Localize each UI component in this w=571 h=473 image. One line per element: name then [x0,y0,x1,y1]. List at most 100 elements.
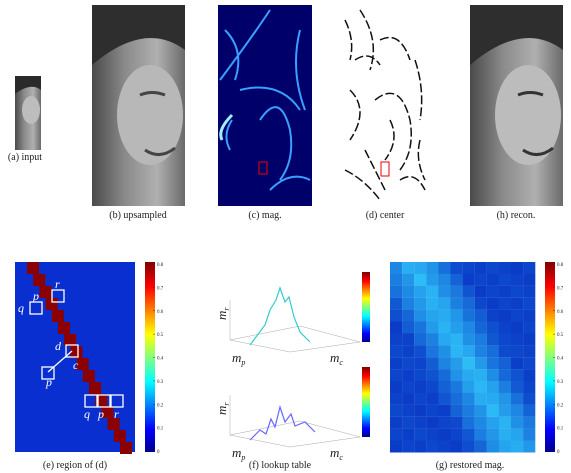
cell [475,429,487,441]
cell [402,286,414,298]
cell [426,298,438,310]
region-label: c [73,358,79,372]
cell [499,262,511,274]
cell [414,369,426,381]
colorbar [145,262,155,452]
tick-label: 0.7 [557,286,564,291]
edge-cell [114,430,126,442]
cell [390,262,402,274]
cell [499,286,511,298]
cell [499,345,511,357]
cell [451,286,463,298]
edge-cell [77,358,89,370]
cell [390,322,402,334]
cell [523,381,535,393]
cell [402,310,414,322]
cell [475,274,487,286]
cell [475,405,487,417]
cell [438,322,450,334]
cell [426,429,438,441]
cell [523,322,535,334]
caption: (f) lookup table [249,460,312,471]
edge-cell [27,262,39,274]
cell [414,345,426,357]
cell [426,393,438,405]
cell [390,393,402,405]
cell [523,262,535,274]
cell [487,369,499,381]
cell [414,393,426,405]
cell [451,333,463,345]
caption: (h) recon. [497,210,536,221]
cell [511,274,523,286]
cell [475,417,487,429]
cell [438,357,450,369]
cell [523,369,535,381]
cell [463,274,475,286]
caption: (a) input [8,152,42,163]
cell [451,345,463,357]
cell [463,333,475,345]
cell [499,393,511,405]
cell [475,381,487,393]
cell [511,393,523,405]
cell [499,274,511,286]
cell [390,345,402,357]
axis-label-base: m [214,311,229,320]
cell [414,417,426,429]
cell [451,322,463,334]
cell [451,274,463,286]
cell [487,322,499,334]
figure: rpqdcpqpr (a) input(b) upsampled(c) mag.… [0,0,571,473]
cell [511,262,523,274]
cell [438,310,450,322]
upsampled-image [92,5,185,206]
cell [402,381,414,393]
caption: (e) region of (d) [43,460,107,471]
edge-cell [70,346,82,358]
cell [511,345,523,357]
axis-label-base: m [232,350,241,365]
cell [390,298,402,310]
tick-label: 0.6 [157,310,164,315]
region-label: p [45,375,52,389]
cell [426,369,438,381]
cell [487,345,499,357]
tick-label: 0.3 [557,380,564,385]
region-label: r [55,277,60,291]
cell [402,322,414,334]
axis-label: mp [232,350,245,367]
cell [390,369,402,381]
center-image [338,5,432,206]
cell [426,286,438,298]
cell [487,441,499,453]
cell [402,429,414,441]
cell [426,310,438,322]
cell [414,441,426,453]
cell [511,357,523,369]
cell [499,369,511,381]
cell [463,322,475,334]
tick-label: 0 [157,450,160,455]
axis-label: mr [214,402,231,415]
cell [438,405,450,417]
region-label: d [55,339,62,353]
axis-label-sub: c [339,358,343,367]
cell [438,393,450,405]
axis-label-base: m [214,406,229,415]
axis-label: mc [330,350,343,367]
cell [523,345,535,357]
cell [451,393,463,405]
axis-label-sub: p [240,358,245,367]
cell [523,417,535,429]
cell [487,286,499,298]
cell [390,381,402,393]
edge-cell [83,370,95,382]
cell [438,286,450,298]
cell [426,345,438,357]
colorbar [362,272,370,342]
axis-label-base: m [330,350,339,365]
colorbar [362,367,370,437]
cell [487,298,499,310]
cell [511,429,523,441]
